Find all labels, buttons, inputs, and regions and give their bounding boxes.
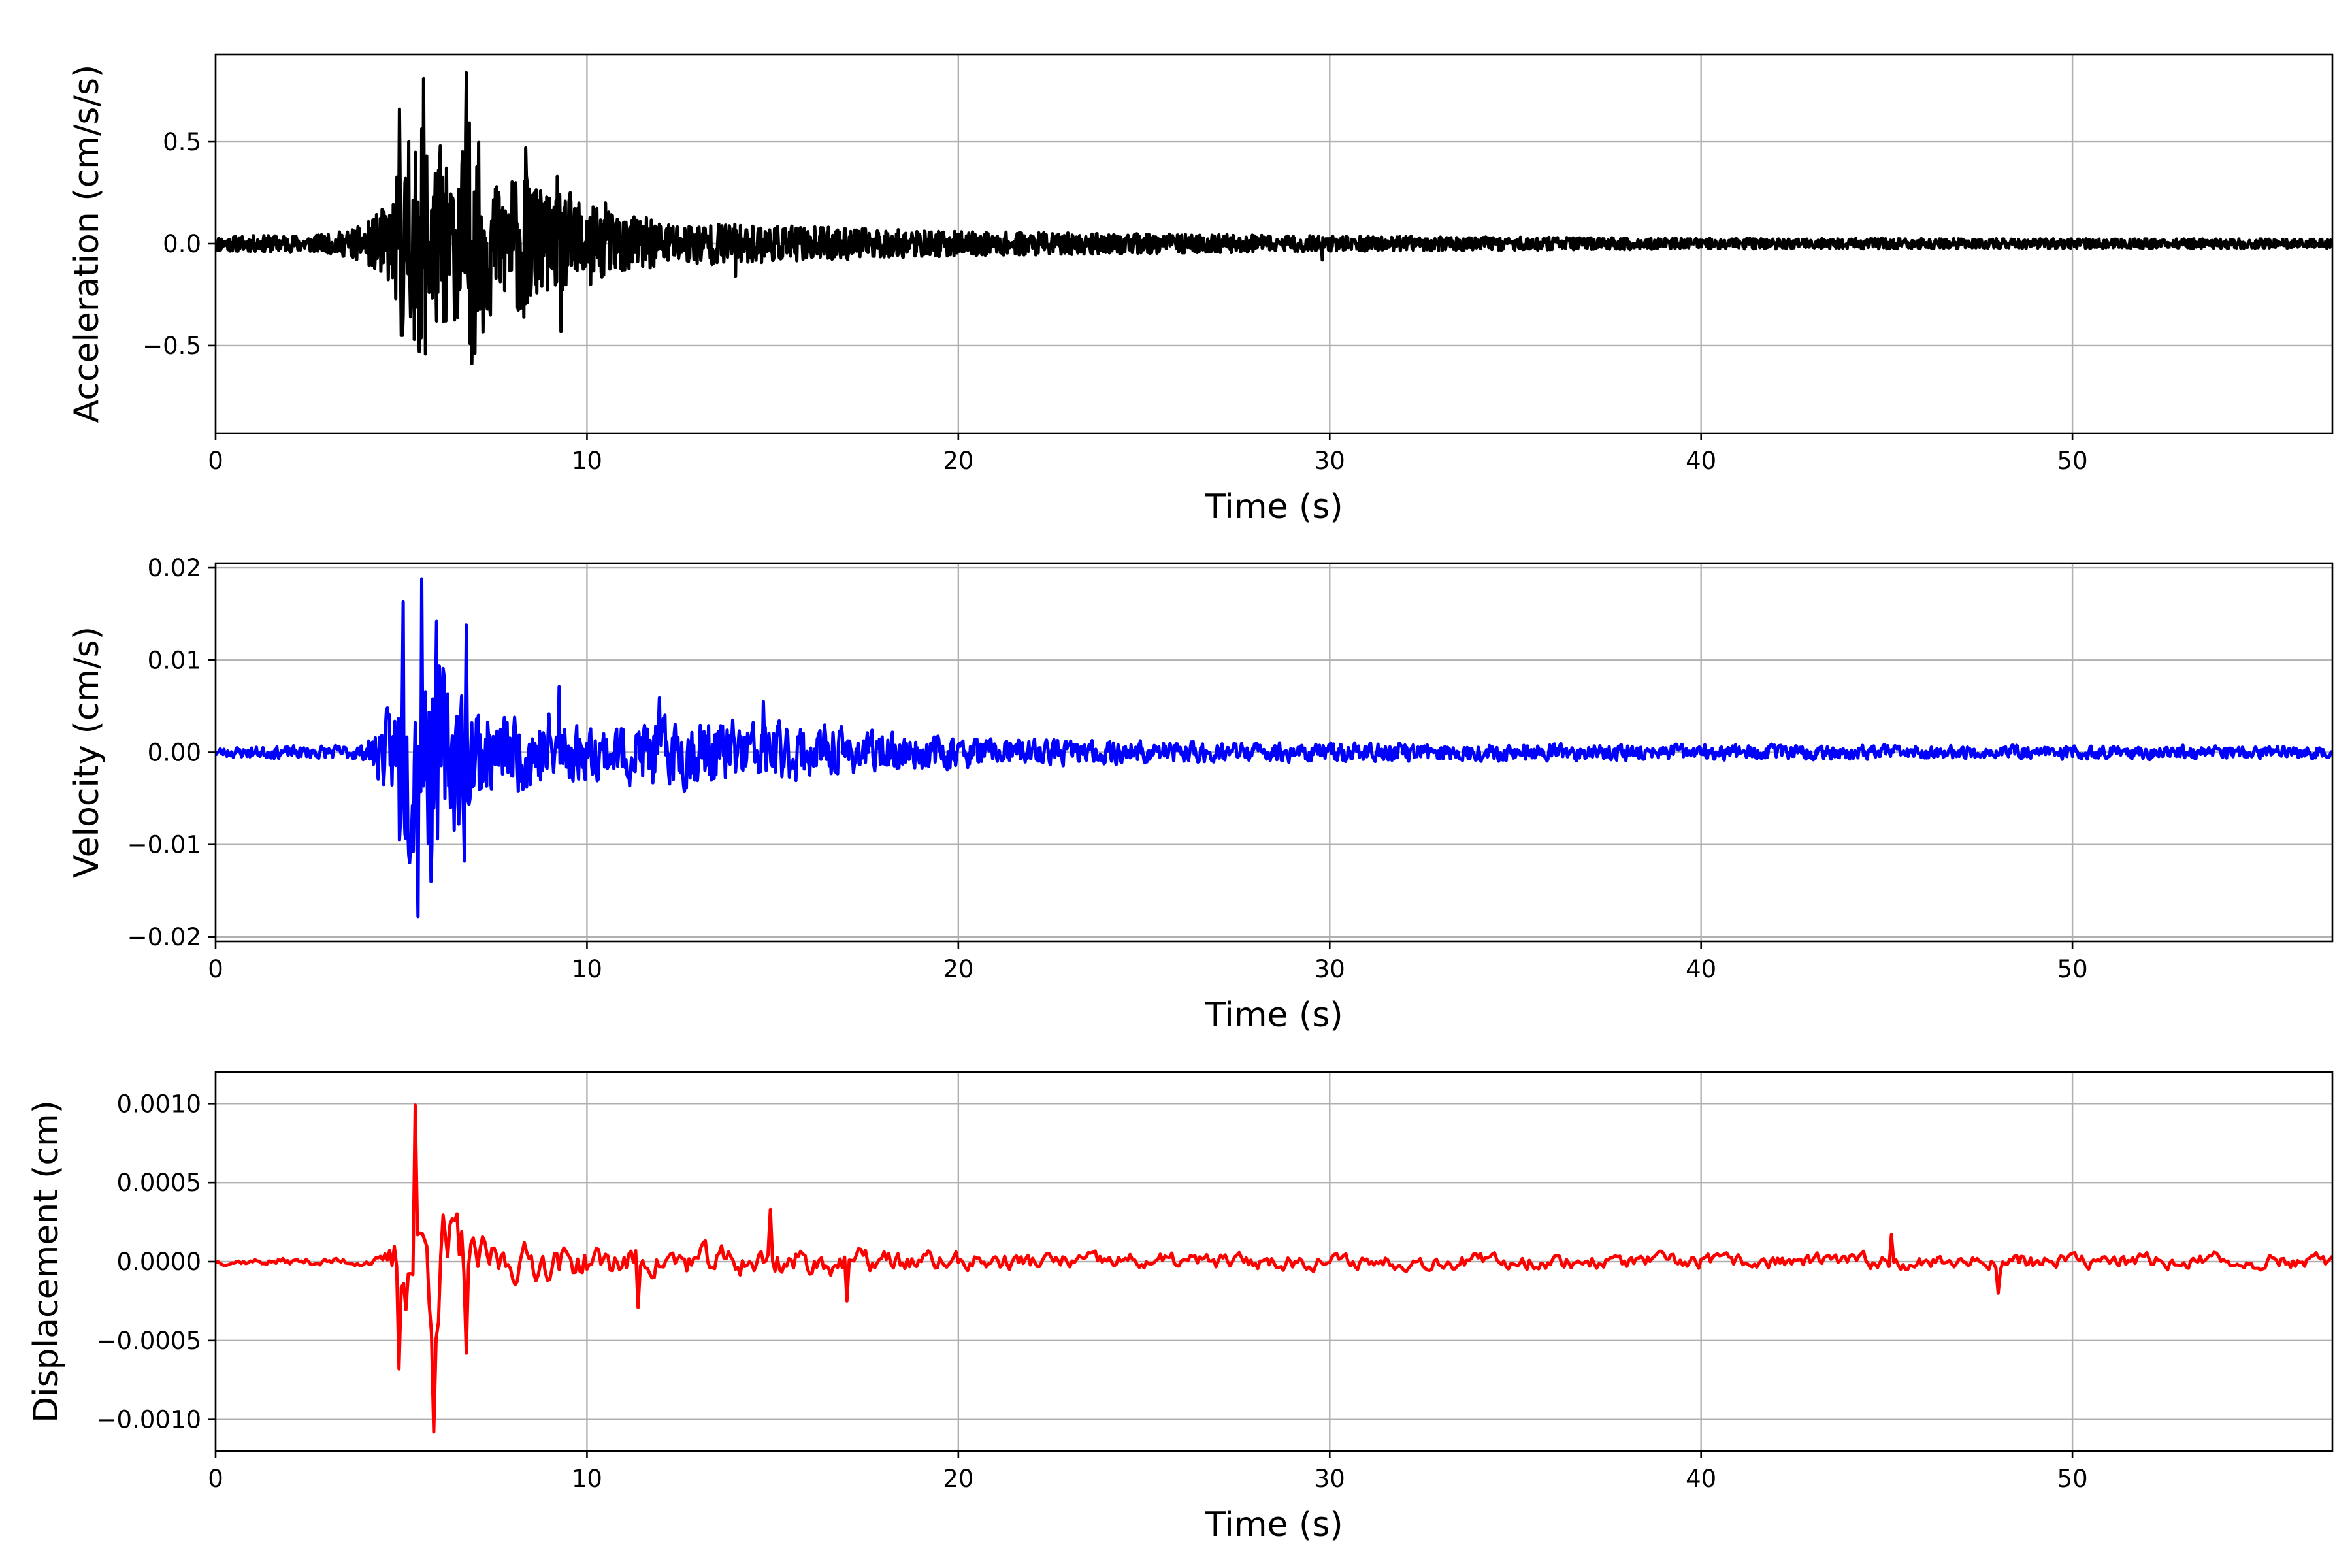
acceleration-ylabel: Acceleration (cm/s/s)	[67, 65, 106, 423]
chart-panels: 0 10 20 30 40 50 0.5 0.0 −0.5 Time (s) Acceleratio…	[27, 53, 2334, 1544]
displacement-ylabel: Displacement (cm)	[27, 1100, 66, 1423]
displacement-ytick-label-3: −0.0005	[97, 1327, 201, 1355]
displacement-xtick-label-4: 40	[1686, 1465, 1716, 1493]
acceleration-ytick-label-2: −0.5	[142, 332, 201, 360]
velocity-xlabel: Time (s)	[1204, 996, 1343, 1035]
acceleration-xtick-label-4: 40	[1686, 447, 1716, 475]
acceleration-xtick-label-2: 20	[943, 447, 973, 475]
acceleration-xtick-label-5: 50	[2057, 447, 2088, 475]
velocity-series-line	[216, 577, 2332, 919]
displacement-ytick-label-1: 0.0005	[117, 1169, 201, 1197]
velocity-xtick-label-1: 10	[572, 955, 602, 983]
displacement-xtick-label-1: 10	[572, 1465, 602, 1493]
acceleration-xlabel: Time (s)	[1204, 487, 1343, 527]
acceleration-xtick-label-3: 30	[1315, 447, 1345, 475]
velocity-xtick-label-3: 30	[1315, 955, 1345, 983]
velocity-xtick-label-0: 0	[208, 955, 223, 983]
displacement-ytick-label-0: 0.0010	[117, 1090, 201, 1118]
velocity-ytick-label-4: −0.02	[127, 923, 201, 951]
velocity-xtick-label-2: 20	[943, 955, 973, 983]
displacement-series-line	[216, 1103, 2332, 1434]
velocity-ytick-label-0: 0.02	[148, 554, 201, 582]
velocity-xtick-label-5: 50	[2057, 955, 2088, 983]
velocity-xtick-label-4: 40	[1686, 955, 1716, 983]
velocity-ytick-label-3: −0.01	[127, 831, 201, 859]
displacement-xtick-label-5: 50	[2057, 1465, 2088, 1493]
acceleration-series-line	[216, 71, 2332, 366]
velocity-ylabel: Velocity (cm/s)	[67, 627, 106, 878]
displacement-panel: 0 10 20 30 40 50 0.0010 0.0005 0.0000 −0.0005 −0.0…	[27, 1071, 2334, 1544]
acceleration-ytick-label-0: 0.5	[163, 128, 201, 156]
displacement-ytick-label-4: −0.0010	[97, 1406, 201, 1434]
acceleration-xtick-label-1: 10	[572, 447, 602, 475]
displacement-ytick-label-2: 0.0000	[117, 1248, 201, 1276]
acceleration-panel: 0 10 20 30 40 50 0.5 0.0 −0.5 Time (s) Acceleratio…	[67, 53, 2334, 527]
displacement-xtick-label-2: 20	[943, 1465, 973, 1493]
displacement-xtick-label-3: 30	[1315, 1465, 1345, 1493]
displacement-xlabel: Time (s)	[1204, 1505, 1343, 1544]
velocity-panel: 0 10 20 30 40 50 0.02 0.01 0.00 −0.01 −0.02 Time (s…	[67, 554, 2334, 1035]
velocity-ytick-label-2: 0.00	[148, 739, 201, 767]
acceleration-xtick-label-0: 0	[208, 447, 223, 475]
velocity-ytick-label-1: 0.01	[148, 646, 201, 674]
displacement-xtick-label-0: 0	[208, 1465, 223, 1493]
acceleration-ytick-label-1: 0.0	[163, 230, 201, 258]
